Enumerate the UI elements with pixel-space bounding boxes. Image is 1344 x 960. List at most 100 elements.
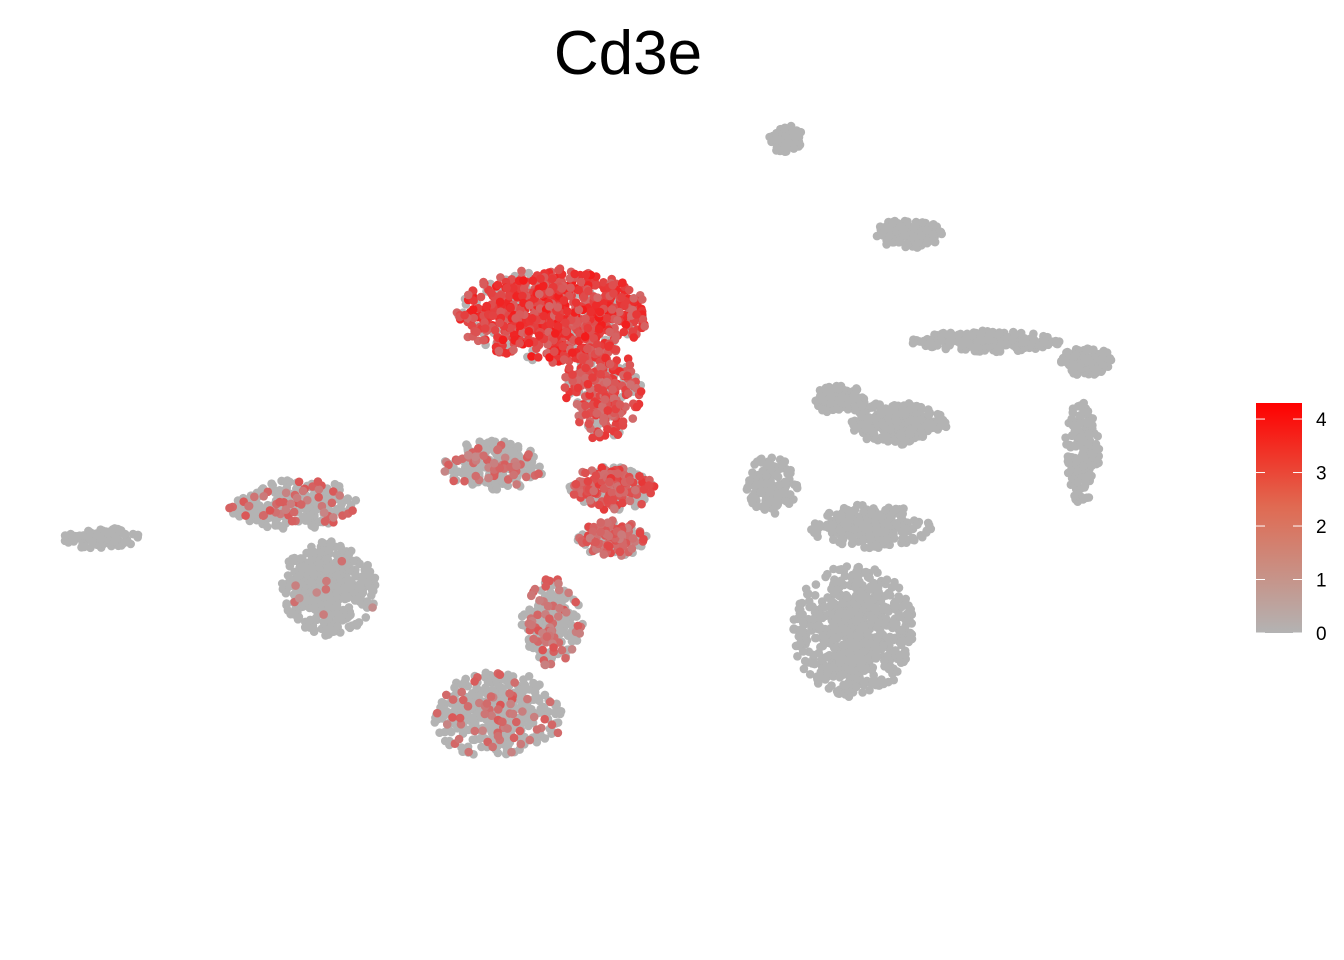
- cell-point: [872, 231, 882, 241]
- cell-point: [922, 528, 931, 537]
- cell-point: [933, 341, 942, 350]
- cell-point: [815, 623, 825, 633]
- cell-point: [898, 404, 908, 414]
- cell-point: [810, 591, 820, 600]
- cell-point: [332, 550, 341, 559]
- cell-point: [900, 231, 910, 241]
- cell-point: [798, 647, 808, 656]
- cell-point: [835, 658, 845, 667]
- cell-point: [824, 508, 834, 518]
- cell-point: [828, 520, 838, 529]
- cell-point: [317, 538, 327, 547]
- cell-point: [866, 611, 875, 621]
- cell-point: [547, 274, 557, 284]
- cell-point: [835, 673, 845, 682]
- cell-point: [882, 606, 892, 615]
- cell-point: [476, 292, 486, 302]
- cell-point: [552, 701, 561, 710]
- cell-point: [559, 627, 569, 637]
- cell-point: [911, 420, 921, 429]
- cell-point: [346, 582, 356, 592]
- cell-point: [858, 688, 867, 697]
- cell-point: [886, 425, 895, 434]
- cell-point: [351, 496, 361, 505]
- cell-point: [798, 627, 807, 637]
- cell-point: [809, 614, 818, 624]
- cell-point: [882, 575, 892, 584]
- cell-point: [891, 618, 900, 628]
- cell-point: [315, 559, 324, 568]
- cell-point: [79, 531, 88, 540]
- cell-point: [1102, 348, 1112, 357]
- cell-point: [875, 400, 884, 409]
- cell-point: [534, 694, 543, 703]
- cell-point: [365, 567, 375, 576]
- cell-point: [805, 670, 815, 679]
- cell-point: [859, 647, 868, 657]
- cell-point: [901, 594, 910, 604]
- cell-point: [525, 462, 534, 472]
- cell-point: [368, 584, 377, 593]
- cell-point: [870, 414, 880, 424]
- cell-point: [820, 602, 829, 612]
- cell-point: [435, 728, 444, 737]
- cell-point: [870, 565, 880, 574]
- cell-point: [251, 509, 260, 518]
- cell-point: [513, 442, 523, 451]
- cell-point: [781, 479, 790, 488]
- cell-point: [354, 597, 364, 606]
- cell-point: [853, 674, 863, 684]
- cell-point: [826, 399, 836, 408]
- cell-point: [817, 395, 827, 404]
- cell-point: [1067, 431, 1077, 441]
- cell-point: [621, 320, 631, 330]
- cell-point: [495, 318, 505, 328]
- cell-point: [608, 280, 617, 290]
- cell-point: [897, 602, 906, 612]
- cell-point: [793, 652, 802, 661]
- cell-point: [520, 680, 530, 690]
- cell-point: [795, 599, 805, 609]
- cell-point: [765, 497, 774, 507]
- cell-point: [879, 641, 888, 650]
- cell-point: [503, 481, 513, 491]
- cell-point: [978, 336, 987, 346]
- cell-point: [277, 579, 287, 588]
- cell-point: [492, 485, 502, 494]
- cell-point: [859, 621, 869, 630]
- cell-point: [347, 621, 357, 630]
- cell-point: [905, 634, 915, 644]
- cell-point: [361, 613, 371, 622]
- cell-point: [278, 524, 288, 533]
- cell-point: [748, 498, 757, 508]
- cell-point: [918, 218, 927, 227]
- cell-point: [1093, 431, 1102, 441]
- cell-point: [842, 639, 851, 649]
- cell-point: [1008, 335, 1017, 345]
- cell-point: [285, 561, 295, 571]
- cell-point: [493, 748, 503, 758]
- cell-point: [839, 599, 848, 608]
- cell-point: [869, 428, 878, 437]
- cell-point: [879, 618, 889, 628]
- cell-point: [490, 326, 500, 335]
- cell-point: [1063, 468, 1073, 478]
- cell-point: [457, 680, 467, 689]
- cell-point: [524, 268, 533, 278]
- cell-point: [296, 554, 306, 563]
- cell-point: [576, 277, 586, 287]
- cell-point: [517, 612, 527, 621]
- cell-point: [283, 571, 293, 580]
- cell-point: [300, 623, 310, 632]
- cell-point: [896, 637, 905, 647]
- cell-point: [770, 509, 780, 518]
- cell-point: [813, 532, 822, 541]
- cell-point: [889, 598, 899, 608]
- cell-point: [346, 576, 356, 585]
- cell-point: [1080, 483, 1089, 492]
- cell-point: [358, 571, 368, 581]
- cell-point: [1029, 335, 1039, 344]
- cell-point: [862, 434, 872, 444]
- cell-point: [546, 590, 556, 600]
- cell-point: [559, 355, 569, 364]
